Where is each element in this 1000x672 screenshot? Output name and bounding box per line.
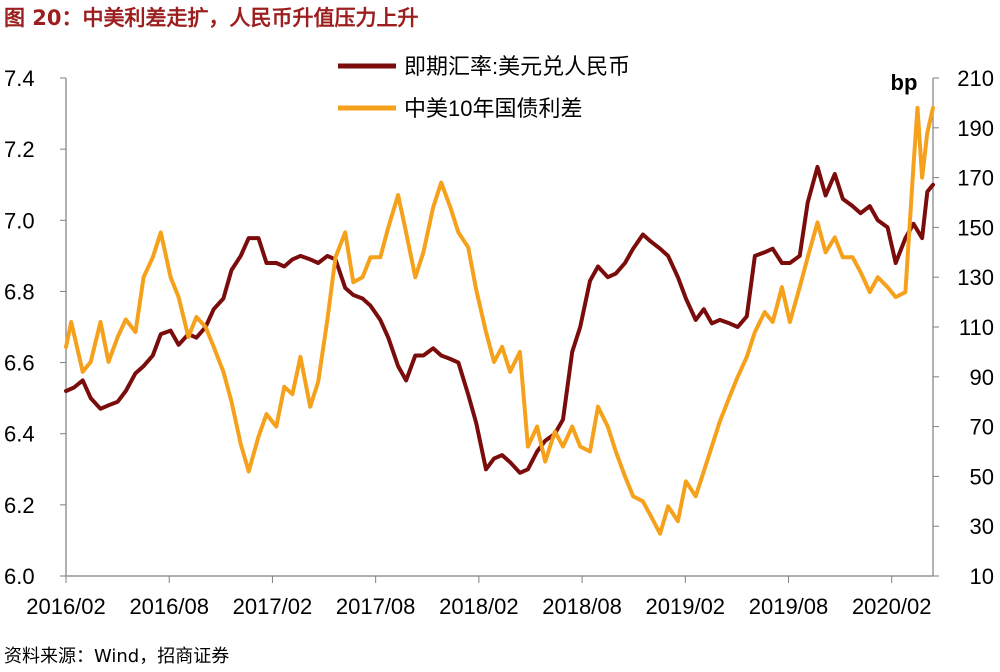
x-tick-label: 2016/08 xyxy=(129,594,209,619)
right-tick-label: 50 xyxy=(970,464,994,489)
series-layer xyxy=(64,105,935,536)
right-tick-label: 30 xyxy=(970,514,994,539)
right-tick-label: 190 xyxy=(957,116,994,141)
right-tick-label: 10 xyxy=(970,564,994,589)
x-tick-label: 2017/02 xyxy=(233,594,313,619)
x-tick-label: 2019/02 xyxy=(646,594,726,619)
right-tick-label: 130 xyxy=(957,265,994,290)
legend-label: 即期汇率:美元兑人民币 xyxy=(404,54,630,79)
left-tick-label: 7.4 xyxy=(4,66,35,91)
axes: 6.0 6.2 6.4 6.6 6.8 7.0 7.2 7.4 10 30 50 70 90 110 130… xyxy=(4,66,994,619)
x-tick-label: 2020/02 xyxy=(852,594,932,619)
left-tick-label: 6.0 xyxy=(4,564,35,589)
left-tick-label: 6.4 xyxy=(4,422,35,447)
left-tick-label: 7.0 xyxy=(4,208,35,233)
x-tick-label: 2016/02 xyxy=(26,594,106,619)
left-tick-label: 6.2 xyxy=(4,493,35,518)
right-tick-label: 110 xyxy=(959,315,994,340)
right-tick-label: 150 xyxy=(957,215,994,240)
figure-title: 图 20：中美利差走扩，人民币升值压力上升 xyxy=(4,6,419,30)
left-tick-label: 6.6 xyxy=(4,351,35,376)
x-tick-label: 2018/08 xyxy=(542,594,622,619)
x-tick-label: 2018/02 xyxy=(439,594,519,619)
left-tick-label: 6.8 xyxy=(4,279,35,304)
right-tick-label: 210 xyxy=(957,66,994,91)
spread-line xyxy=(64,105,935,536)
x-tick-label: 2019/08 xyxy=(749,594,829,619)
right-tick-label: 90 xyxy=(970,365,994,390)
right-tick-label: 170 xyxy=(957,166,994,191)
figure-source: 资料来源：Wind，招商证券 xyxy=(4,646,230,667)
right-tick-label: 70 xyxy=(970,415,994,440)
left-tick-label: 7.2 xyxy=(4,137,35,162)
legend-label: 中美10年国债利差 xyxy=(404,96,582,121)
right-axis-unit: bp xyxy=(891,70,918,95)
dual-axis-line-chart: 6.0 6.2 6.4 6.6 6.8 7.0 7.2 7.4 10 30 50 70 90 110 130… xyxy=(4,54,994,619)
exchange-rate-line xyxy=(64,164,935,475)
x-tick-label: 2017/08 xyxy=(336,594,416,619)
